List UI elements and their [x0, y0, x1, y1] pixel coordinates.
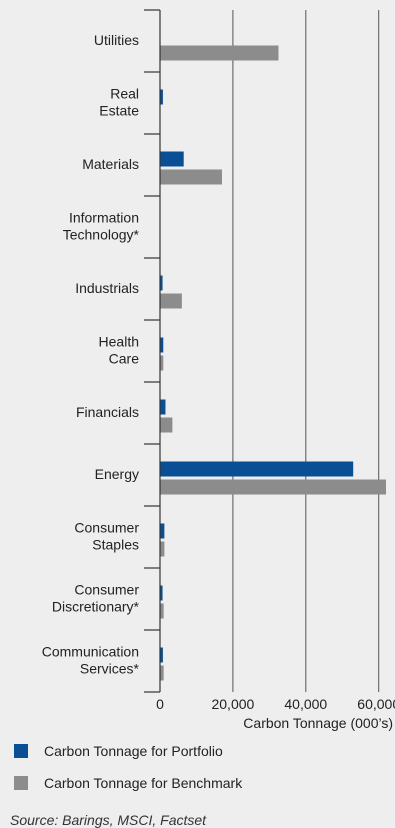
legend-portfolio: Carbon Tonnage for Portfolio: [14, 743, 223, 759]
bar-benchmark: [160, 417, 173, 433]
category-label: Health: [99, 334, 139, 350]
category-label: Communication: [42, 644, 139, 660]
x-tick-label: 0: [156, 696, 164, 712]
category-label: Estate: [99, 103, 139, 119]
bar-benchmark: [160, 293, 182, 309]
bar-portfolio: [160, 523, 165, 539]
x-tick-label: 60,000: [357, 696, 395, 712]
bar-benchmark: [160, 541, 165, 557]
bar-portfolio: [160, 337, 164, 353]
category-label: Materials: [82, 156, 139, 172]
category-label: Consumer: [74, 582, 139, 598]
bar-portfolio: [160, 275, 163, 291]
bar-benchmark: [160, 355, 164, 371]
bar-benchmark: [160, 169, 222, 185]
legend-swatch-benchmark: [14, 776, 28, 790]
bar-portfolio: [160, 151, 184, 167]
category-label: Care: [109, 351, 140, 367]
category-label: Discretionary*: [52, 599, 140, 615]
x-tick-label: 40,000: [284, 696, 327, 712]
bars: [160, 45, 386, 681]
category-label: Services*: [80, 661, 140, 677]
category-label: Technology*: [63, 227, 140, 243]
legend-label-portfolio: Carbon Tonnage for Portfolio: [44, 743, 223, 759]
bar-portfolio: [160, 585, 163, 601]
category-label: Consumer: [74, 520, 139, 536]
x-tick-label: 20,000: [211, 696, 254, 712]
source-note: Source: Barings, MSCI, Factset: [10, 812, 207, 828]
legend-label-benchmark: Carbon Tonnage for Benchmark: [44, 775, 243, 791]
bar-portfolio: [160, 399, 166, 415]
category-label: Staples: [92, 537, 139, 553]
category-label: Real: [110, 86, 139, 102]
bar-benchmark: [160, 479, 386, 495]
category-label: Energy: [95, 466, 139, 482]
x-tick-labels: 0 20,000 40,000 60,000: [156, 696, 395, 712]
category-label: Industrials: [75, 280, 139, 296]
legend-benchmark: Carbon Tonnage for Benchmark: [14, 775, 242, 791]
bar-portfolio: [160, 461, 354, 477]
category-label: Information: [69, 210, 139, 226]
gridlines: [232, 10, 380, 692]
x-axis-label: Carbon Tonnage (000’s): [243, 715, 393, 731]
bar-benchmark: [160, 45, 279, 61]
bar-benchmark: [160, 603, 164, 619]
category-label: Financials: [76, 404, 139, 420]
category-label: Utilities: [94, 32, 139, 48]
bar-portfolio: [160, 647, 163, 663]
category-axis: [144, 9, 161, 693]
legend-swatch-portfolio: [14, 744, 28, 758]
bar-benchmark: [160, 665, 164, 681]
bar-portfolio: [160, 89, 163, 105]
